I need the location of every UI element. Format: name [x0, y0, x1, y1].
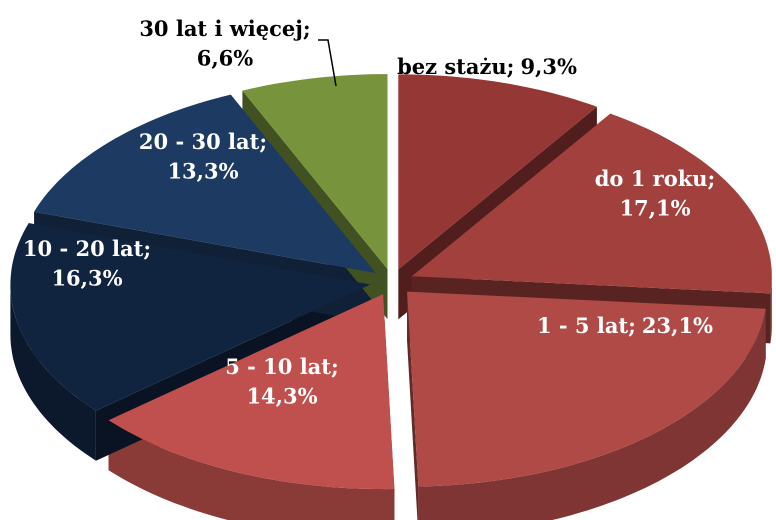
label-separator: ; — [331, 354, 339, 379]
label-category: do 1 roku — [595, 166, 708, 191]
label-category: 5 - 10 lat — [225, 354, 331, 379]
data-label: bez stażu; 9,3% — [397, 54, 577, 79]
label-separator: ; — [708, 166, 716, 191]
slice — [10, 223, 371, 411]
data-label: 10 - 20 lat; — [23, 236, 151, 261]
slice-wall — [418, 308, 766, 520]
data-label-value: 17,1% — [619, 196, 690, 221]
data-label-value: 14,3% — [246, 384, 317, 409]
leader-line — [318, 39, 337, 87]
label-category: bez stażu — [397, 54, 507, 79]
data-label-value: 13,3% — [167, 159, 238, 184]
slice — [242, 74, 388, 270]
label-category: 1 - 5 lat — [537, 313, 628, 338]
label-separator: ; — [303, 16, 311, 41]
slice — [407, 291, 766, 487]
data-label-value: 6,6% — [197, 46, 254, 71]
data-label: do 1 roku; — [595, 166, 716, 191]
data-label: 30 lat i więcej; — [139, 16, 310, 41]
slice — [411, 113, 772, 294]
label-category: 10 - 20 lat — [23, 236, 144, 261]
data-label-value: 16,3% — [51, 266, 122, 291]
slice — [34, 94, 376, 274]
slice — [108, 294, 395, 490]
label-separator: ; — [143, 236, 151, 261]
data-label: 5 - 10 lat; — [225, 354, 339, 379]
slice-side-face — [407, 291, 419, 520]
data-label: 20 - 30 lat; — [139, 129, 267, 154]
slice-wall — [10, 284, 96, 461]
label-separator: ; — [628, 313, 636, 338]
data-label: 1 - 5 lat; 23,1% — [537, 313, 713, 338]
label-category: 30 lat i więcej — [139, 16, 303, 41]
label-value: 9,3% — [520, 54, 577, 79]
slice — [398, 74, 597, 270]
label-separator: ; — [507, 54, 515, 79]
slice-wall — [770, 276, 772, 344]
slice-wall — [108, 420, 395, 520]
label-category: 20 - 30 lat — [139, 129, 260, 154]
label-separator: ; — [259, 129, 267, 154]
label-value: 23,1% — [642, 313, 713, 338]
